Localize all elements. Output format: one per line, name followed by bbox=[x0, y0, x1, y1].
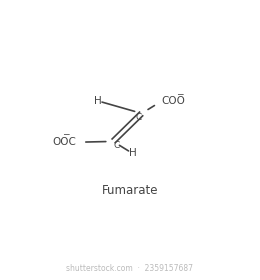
Text: H: H bbox=[129, 148, 136, 158]
Text: C: C bbox=[135, 113, 141, 122]
Text: H: H bbox=[94, 96, 101, 106]
Text: Fumarate: Fumarate bbox=[102, 184, 158, 197]
Text: shutterstock.com  ·  2359157687: shutterstock.com · 2359157687 bbox=[67, 264, 193, 273]
Text: −: − bbox=[62, 130, 70, 139]
Text: COO: COO bbox=[161, 96, 185, 106]
Text: C: C bbox=[113, 141, 119, 150]
Text: OOC: OOC bbox=[53, 137, 77, 147]
Text: −: − bbox=[176, 90, 184, 99]
